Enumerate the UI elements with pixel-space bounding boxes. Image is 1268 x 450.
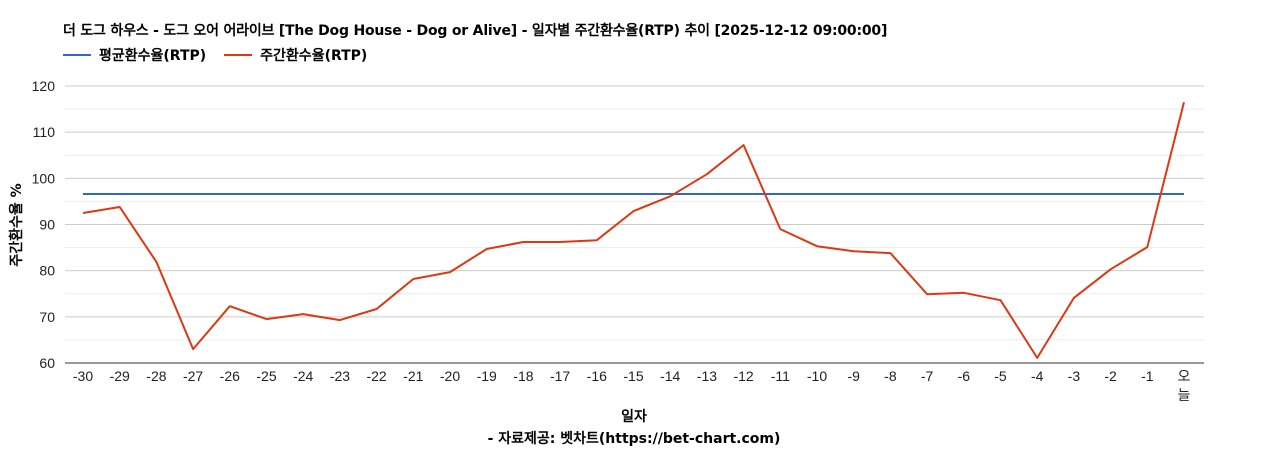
legend-label-average: 평균환수율(RTP)	[99, 48, 207, 64]
x-tick-label: -23	[330, 368, 350, 384]
weekly-rtp-line[interactable]	[82, 101, 1185, 359]
legend-swatch-average	[63, 54, 91, 56]
y-tick-label: 90	[39, 217, 55, 233]
x-tick-label: -11	[771, 368, 790, 384]
y-tick-label: 100	[32, 170, 56, 186]
legend-swatch-weekly	[224, 54, 253, 56]
x-tick-label: -25	[256, 368, 276, 384]
x-tick-label: -18	[513, 368, 533, 384]
legend-item-average[interactable]: 평균환수율(RTP)	[63, 45, 206, 65]
x-tick-label: -15	[623, 368, 643, 384]
y-tick-label: 110	[33, 124, 56, 140]
x-tick-label: -4	[1031, 368, 1044, 384]
x-tick-label: -5	[994, 368, 1007, 384]
y-tick-label: 80	[39, 263, 55, 279]
x-tick-label: -24	[293, 368, 313, 384]
x-tick-label: -30	[73, 368, 93, 384]
x-tick-label: -17	[550, 368, 570, 384]
x-tick-label: -9	[847, 368, 860, 384]
x-tick-label: -7	[921, 368, 934, 384]
x-tick-label: -1	[1141, 368, 1154, 384]
x-tick-label: 늘	[1178, 387, 1191, 403]
x-tick-label: -16	[587, 368, 607, 384]
data-credit: - 자료제공: 벳차트(https://bet-chart.com)	[487, 431, 781, 447]
x-tick-label: -28	[146, 368, 166, 384]
x-tick-label: -8	[884, 368, 897, 384]
x-tick-label: -14	[660, 368, 680, 384]
x-tick-label: -19	[477, 368, 497, 384]
x-tick-label: -27	[183, 368, 203, 384]
x-tick-label: -22	[366, 368, 386, 384]
y-tick-label: 70	[39, 309, 55, 325]
y-tick-label: 120	[32, 78, 56, 94]
legend-label-weekly: 주간환수율(RTP)	[260, 48, 368, 64]
x-tick-label: 오	[1178, 368, 1191, 384]
x-axis-title: 일자	[621, 409, 647, 425]
x-tick-label: -13	[697, 368, 717, 384]
legend-item-weekly[interactable]: 주간환수율(RTP)	[224, 45, 367, 65]
x-tick-label: -21	[403, 368, 423, 384]
x-tick-label: -26	[220, 368, 240, 384]
x-tick-label: -20	[440, 368, 460, 384]
x-tick-label: -10	[807, 368, 827, 384]
x-tick-label: -6	[958, 368, 971, 384]
x-tick-label: -29	[110, 368, 130, 384]
chart-title: 더 도그 하우스 - 도그 오어 어라이브 [The Dog House - D…	[63, 23, 888, 39]
x-tick-label: -2	[1104, 368, 1117, 384]
x-tick-label: -12	[733, 368, 753, 384]
y-tick-label: 60	[39, 355, 55, 371]
legend: 평균환수율(RTP) 주간환수율(RTP)	[63, 45, 385, 65]
x-tick-label: -3	[1068, 368, 1081, 384]
y-axis-title: 주간환수율 %	[8, 183, 25, 266]
